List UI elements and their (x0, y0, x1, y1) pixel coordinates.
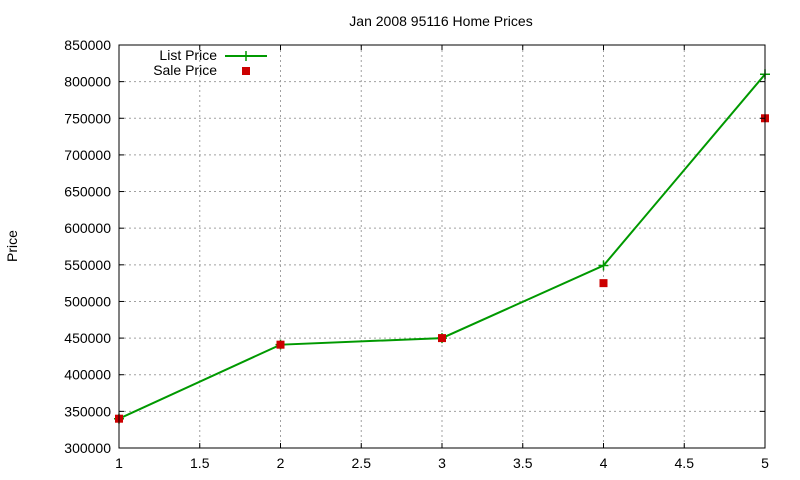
legend-label-sale-price: Sale Price (153, 62, 217, 78)
legend-marker-list-price (241, 51, 251, 61)
sale-price-point (438, 334, 446, 343)
sale-price-point (276, 340, 285, 349)
list-price-point (598, 260, 609, 271)
x-tick-label: 1 (115, 455, 123, 471)
legend-marker-sale-price (242, 67, 250, 75)
y-tick-label: 750000 (64, 110, 111, 126)
grid (119, 45, 765, 448)
x-tick-label: 5 (761, 455, 769, 471)
y-tick-label: 450000 (64, 330, 111, 346)
y-axis-label: Price (4, 230, 20, 262)
x-tick-label: 4 (600, 455, 608, 471)
y-tick-label: 600000 (64, 220, 111, 236)
y-tick-label: 800000 (64, 74, 111, 90)
y-tick-label: 850000 (64, 37, 111, 53)
legend: List Price Sale Price (153, 47, 267, 78)
chart-title: Jan 2008 95116 Home Prices (349, 13, 532, 29)
y-tick-label: 650000 (64, 184, 111, 200)
ticks: 1 1.5 2 2.5 3 3.5 4 4.5 5 300000 350000 400000 45000… (64, 37, 769, 471)
x-tick-label: 2 (277, 455, 285, 471)
x-tick-label: 3 (438, 455, 446, 471)
y-tick-label: 550000 (64, 257, 111, 273)
legend-label-list-price: List Price (159, 47, 217, 63)
y-tick-label: 700000 (64, 147, 111, 163)
y-tick-label: 500000 (64, 293, 111, 309)
y-tick-label: 400000 (64, 367, 111, 383)
x-tick-label: 1.5 (190, 455, 210, 471)
sale-price-point (599, 279, 608, 288)
x-tick-label: 2.5 (352, 455, 372, 471)
y-tick-label: 300000 (64, 440, 111, 456)
x-tick-label: 4.5 (675, 455, 695, 471)
series-layer (114, 69, 770, 424)
y-tick-label: 350000 (64, 403, 111, 419)
x-tick-label: 3.5 (513, 455, 533, 471)
